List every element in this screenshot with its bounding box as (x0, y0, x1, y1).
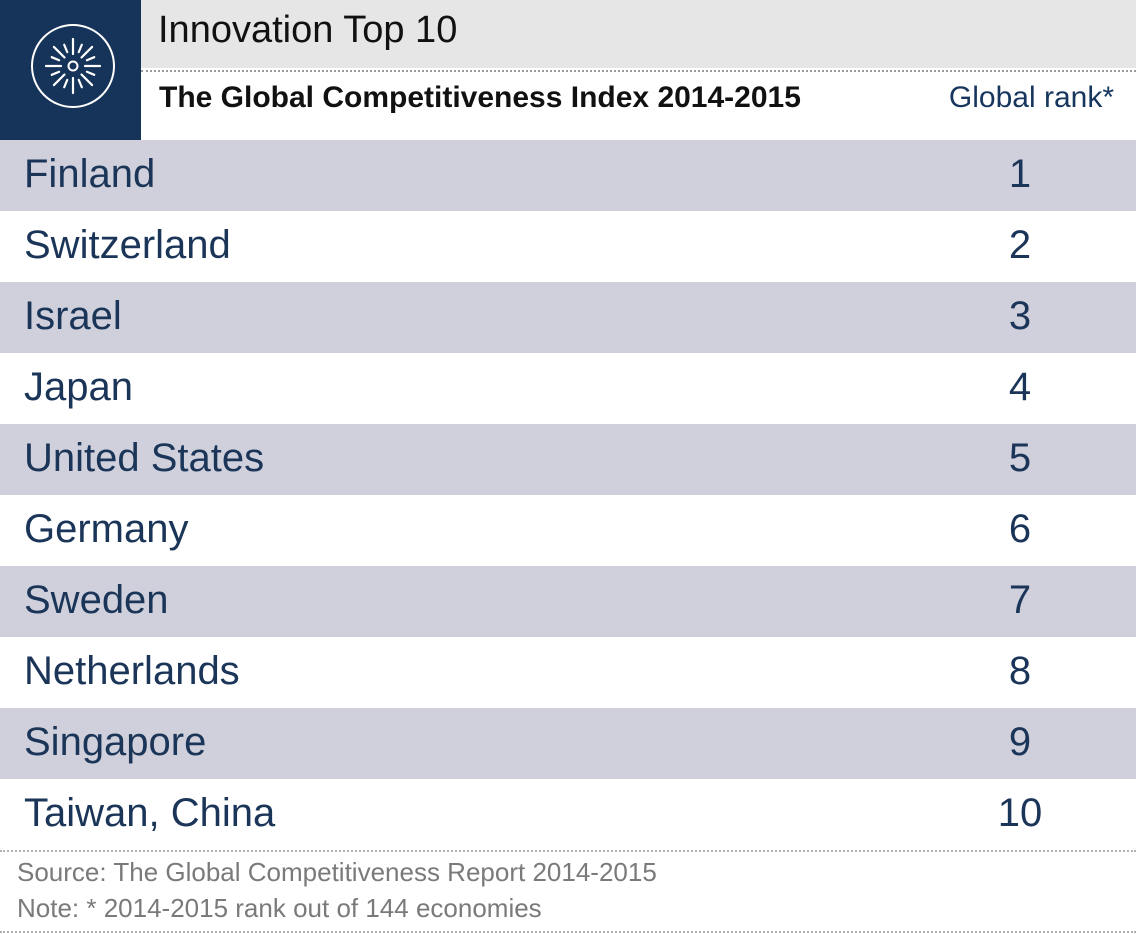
title-bar: Innovation Top 10 (141, 0, 1136, 68)
sunburst-icon (31, 24, 115, 108)
sunburst-ray (85, 70, 96, 76)
sunburst-ray (50, 70, 61, 76)
table-row: Taiwan, China 10 (0, 779, 1136, 850)
page-title: Innovation Top 10 (158, 9, 458, 51)
country-name: Sweden (24, 578, 169, 622)
country-name: Netherlands (24, 649, 240, 693)
table-row: Switzerland 2 (0, 211, 1136, 282)
source-note: Source: The Global Competitiveness Repor… (17, 857, 657, 887)
country-name: Germany (24, 507, 189, 551)
table-row: Finland 1 (0, 140, 1136, 211)
global-rank-value: 2 (1008, 223, 1032, 267)
sunburst-ray (63, 78, 69, 89)
table-row: Germany 6 (0, 495, 1136, 566)
table-row: Japan 4 (0, 353, 1136, 424)
country-name: Taiwan, China (24, 791, 276, 835)
sunburst-ray (63, 43, 69, 54)
footer-divider (0, 850, 1136, 852)
country-name: Japan (24, 365, 133, 409)
sunburst-ray (85, 56, 96, 62)
global-rank-value: 6 (1008, 507, 1032, 551)
table-row: Singapore 9 (0, 708, 1136, 779)
global-rank-value: 4 (1008, 365, 1032, 409)
sunburst-ray (52, 73, 66, 87)
header: Innovation Top 10 The Global Competitive… (0, 0, 1136, 140)
logo (0, 0, 141, 140)
country-name: Singapore (24, 720, 207, 764)
global-rank-value: 3 (1008, 294, 1032, 338)
country-name: Finland (24, 152, 156, 196)
global-rank-value: 9 (1008, 720, 1032, 764)
title-divider (141, 70, 1136, 72)
sunburst-ray (77, 78, 83, 89)
sunburst-ray (77, 43, 83, 54)
global-rank-value: 8 (1008, 649, 1032, 693)
country-name: United States (24, 436, 265, 480)
table-row: Sweden 7 (0, 566, 1136, 637)
ranking-table: Finland 1 Switzerland 2 Israel 3 Japan 4 United … (0, 140, 1136, 850)
rank-column-header: Global rank* (948, 81, 1114, 114)
sunburst-ray (80, 73, 94, 87)
sunburst-ray (52, 45, 66, 59)
table-row: Netherlands 8 (0, 637, 1136, 708)
country-name: Israel (24, 294, 122, 338)
sunburst-ray (80, 45, 94, 59)
sunburst-ray (50, 56, 61, 62)
footer-divider-bottom (0, 931, 1136, 933)
footnote: Note: * 2014-2015 rank out of 144 econom… (17, 893, 542, 923)
global-rank-value: 5 (1008, 436, 1032, 480)
table-row: Israel 3 (0, 282, 1136, 353)
country-name: Switzerland (24, 223, 231, 267)
global-rank-value: 1 (1008, 152, 1032, 196)
global-rank-value: 10 (997, 791, 1043, 835)
global-rank-value: 7 (1008, 578, 1032, 622)
table-row: United States 5 (0, 424, 1136, 495)
table-subtitle: The Global Competitiveness Index 2014-20… (159, 81, 801, 114)
